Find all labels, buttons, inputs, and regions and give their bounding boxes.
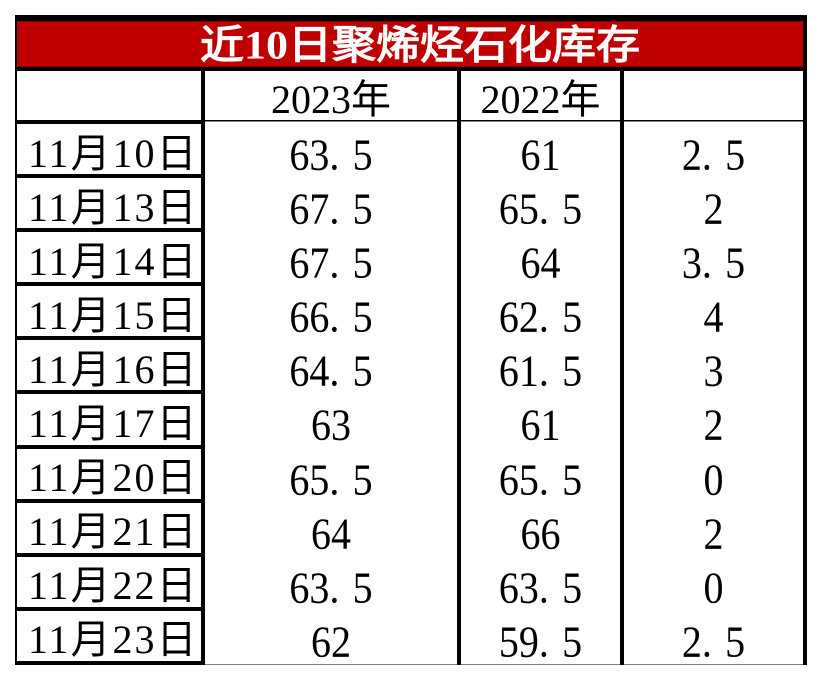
- value-2023-cell: 63. 5: [205, 121, 457, 178]
- value-2022-cell: 66: [461, 500, 620, 557]
- value-2023-cell: 62: [205, 608, 457, 665]
- date-cell: 11月14日: [17, 232, 201, 283]
- value-2023-cell: 65. 5: [205, 446, 457, 503]
- header-corner-cell: [17, 71, 201, 120]
- date-cell: 11月13日: [17, 178, 201, 229]
- value-2023-cell: 63: [205, 391, 457, 449]
- header-diff-cell: [624, 71, 803, 120]
- date-cell: 11月15日: [17, 286, 201, 337]
- value-2023-cell: 63. 5: [205, 554, 457, 611]
- date-cell: 11月10日: [17, 124, 201, 175]
- inventory-table: 近10日聚烯烃石化库存 2023年 2022年 11月10日 63. 5 61 …: [15, 15, 807, 665]
- value-2022-cell: 61: [461, 391, 620, 449]
- value-2022-cell: 65. 5: [461, 446, 620, 503]
- value-2022-cell: 63. 5: [461, 554, 620, 611]
- diff-cell: 0: [624, 446, 803, 503]
- value-2022-cell: 62. 5: [461, 283, 620, 340]
- date-cell: 11月20日: [17, 448, 201, 499]
- value-2022-cell: 59. 5: [461, 608, 620, 665]
- table-title: 近10日聚烯烃石化库存: [17, 21, 803, 67]
- value-2022-cell: 61: [461, 121, 620, 178]
- value-2022-cell: 65. 5: [461, 175, 620, 232]
- value-2023-cell: 64: [205, 500, 457, 557]
- value-2023-cell: 66. 5: [205, 283, 457, 340]
- diff-cell: 3: [624, 337, 803, 394]
- diff-cell: 2: [624, 500, 803, 557]
- header-2022-cell: 2022年: [461, 71, 620, 120]
- diff-cell: 2. 5: [624, 608, 803, 665]
- diff-cell: 3. 5: [624, 229, 803, 286]
- date-cell: 11月21日: [17, 502, 201, 553]
- diff-cell: 0: [624, 554, 803, 611]
- value-2023-cell: 67. 5: [205, 229, 457, 286]
- value-2023-cell: 64. 5: [205, 337, 457, 394]
- date-cell: 11月23日: [17, 610, 201, 661]
- diff-cell: 4: [624, 283, 803, 340]
- date-cell: 11月17日: [17, 394, 201, 445]
- value-2022-cell: 64: [461, 229, 620, 286]
- header-2023-cell: 2023年: [205, 71, 457, 120]
- diff-cell: 2: [624, 175, 803, 232]
- date-cell: 11月16日: [17, 340, 201, 391]
- diff-cell: 2. 5: [624, 121, 803, 178]
- diff-cell: 2: [624, 391, 803, 449]
- date-cell: 11月22日: [17, 556, 201, 607]
- value-2022-cell: 61. 5: [461, 337, 620, 394]
- value-2023-cell: 67. 5: [205, 175, 457, 232]
